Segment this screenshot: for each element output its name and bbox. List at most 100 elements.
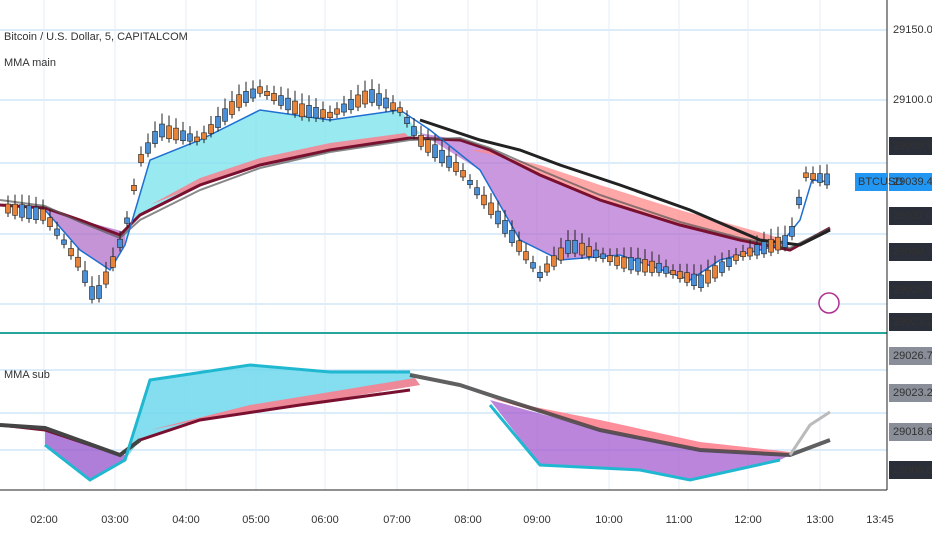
candle-body: [579, 242, 585, 256]
candle-body: [642, 259, 648, 273]
price-label: 29023.21: [893, 387, 932, 399]
candle-body: [278, 95, 284, 106]
candle-body: [124, 217, 130, 224]
time-label: 09:00: [523, 514, 551, 526]
candle-body: [61, 239, 67, 245]
chart-title: Bitcoin / U.S. Dollar, 5, CAPITALCOM: [4, 31, 188, 43]
price-label-box: [889, 423, 932, 441]
candle-body: [96, 285, 102, 299]
candle-body: [565, 240, 571, 254]
candle-body: [250, 88, 256, 99]
candle-body: [75, 256, 81, 268]
candle-body: [768, 238, 774, 253]
time-label: 02:00: [30, 514, 58, 526]
candle-body: [292, 100, 298, 115]
candle-body: [719, 261, 725, 273]
candle-body: [425, 139, 431, 153]
time-label: 06:00: [311, 514, 339, 526]
candle-body: [516, 240, 522, 252]
candle-body: [166, 125, 172, 139]
candle-body: [656, 262, 662, 273]
time-label: 11:00: [666, 514, 693, 526]
time-label: 12:00: [734, 514, 762, 526]
price-label: 29150.00: [893, 24, 932, 36]
candle-body: [481, 194, 487, 206]
symbol-label-box: [855, 173, 888, 191]
candle-body: [740, 251, 746, 258]
candle-body: [26, 205, 32, 219]
candle-body: [390, 102, 396, 111]
candle-body: [446, 155, 452, 168]
candle-body: [614, 256, 620, 266]
candle-body: [187, 133, 193, 142]
candle-body: [705, 269, 711, 284]
candle-body: [110, 256, 116, 268]
candle-body: [243, 91, 249, 103]
candle-body: [376, 93, 382, 106]
time-label: 03:00: [101, 514, 129, 526]
candle-body: [810, 173, 816, 180]
price-label: 29018.68: [893, 426, 932, 438]
candle-body: [152, 131, 158, 144]
symbol-label: BTCUSD: [858, 176, 903, 188]
candle-body: [754, 244, 760, 256]
candle-body: [712, 265, 718, 279]
candle-body: [40, 208, 46, 221]
candle-body: [54, 228, 60, 236]
candle-body: [502, 220, 508, 234]
candles: [5, 79, 830, 304]
candle-body: [803, 172, 809, 178]
candle-body: [761, 241, 767, 255]
candle-body: [495, 210, 501, 225]
mma-sub-ribbon: [0, 363, 831, 482]
candle-body: [691, 273, 697, 287]
candle-body: [208, 124, 214, 134]
candle-body: [558, 247, 564, 261]
candle-body: [313, 107, 319, 119]
candle-body: [593, 249, 599, 258]
indicator-label: MMA main: [4, 57, 56, 69]
price-label: 29023.20: [893, 316, 932, 328]
candle-body: [68, 248, 74, 257]
candle-body: [523, 251, 529, 261]
candle-body: [789, 226, 795, 237]
price-label-box: [889, 173, 932, 191]
price-label: 29037.00: [893, 210, 932, 222]
time-label: 07:00: [383, 514, 411, 526]
time-label: 04:00: [172, 514, 200, 526]
price-label-box: [889, 313, 932, 331]
price-label-box: [889, 347, 932, 365]
candle-body: [341, 103, 347, 113]
candle-body: [544, 263, 550, 273]
candle-body: [180, 130, 186, 141]
event-icon[interactable]: [818, 292, 840, 314]
candle-body: [103, 271, 109, 285]
candle-body: [628, 257, 634, 271]
candle-body: [117, 238, 123, 248]
candle-body: [432, 144, 438, 159]
candle-body: [817, 173, 823, 183]
candle-body: [222, 108, 228, 122]
candle-body: [684, 272, 690, 283]
candle-body: [5, 203, 11, 214]
candle-body: [138, 154, 144, 163]
time-label: 13:00: [806, 514, 834, 526]
candle-body: [649, 260, 655, 273]
candle-body: [257, 86, 263, 94]
candle-body: [824, 173, 830, 186]
price-label-box: [889, 243, 932, 261]
candle-body: [670, 270, 676, 276]
mma-main-ribbon: [0, 109, 831, 281]
candle-body: [509, 230, 515, 243]
candle-body: [89, 286, 95, 300]
price-label: 29006.86: [893, 464, 932, 476]
candle-body: [775, 236, 781, 251]
candle-body: [418, 134, 424, 147]
candle-body: [677, 271, 683, 279]
candle-body: [369, 89, 375, 103]
price-label-box: [889, 384, 932, 402]
candle-body: [334, 108, 340, 115]
price-label: 29026.75: [893, 284, 932, 296]
